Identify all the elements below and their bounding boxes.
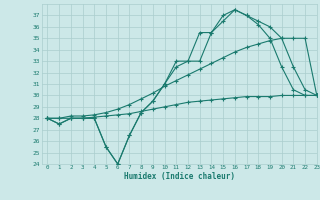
X-axis label: Humidex (Indice chaleur): Humidex (Indice chaleur) [124, 172, 235, 181]
